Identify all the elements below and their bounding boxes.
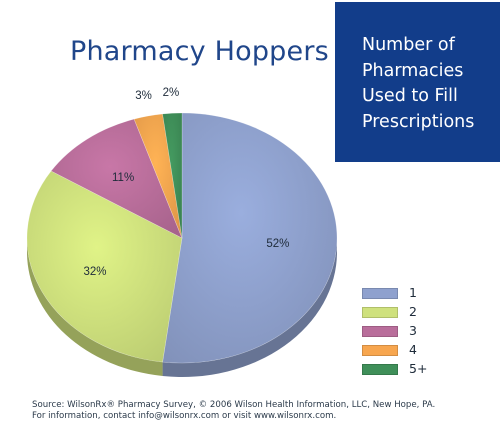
legend-swatch-3 xyxy=(362,326,398,337)
subtitle-line-4: Prescriptions xyxy=(362,111,475,132)
source-line-2: For information, contact info@wilsonrx.c… xyxy=(32,411,337,421)
value-label-2: 32% xyxy=(83,266,106,278)
pie-slice-1 xyxy=(162,112,338,364)
value-label-5+: 2% xyxy=(163,87,180,99)
value-label-3: 11% xyxy=(112,172,134,184)
pie-slices xyxy=(26,112,338,364)
legend-label-4: 4 xyxy=(409,342,417,357)
pie-side-2 xyxy=(27,238,163,377)
subtitle-line-3: Used to Fill xyxy=(362,86,458,106)
legend: 1 2 3 4 5+ xyxy=(362,285,452,380)
pie-slice-2 xyxy=(26,170,183,363)
legend-label-2: 2 xyxy=(409,304,417,319)
legend-label-1: 1 xyxy=(409,285,417,300)
pie-slice-3 xyxy=(50,118,183,239)
legend-item-1: 1 xyxy=(362,285,452,304)
chart-title: Pharmacy Hoppers xyxy=(70,36,329,67)
legend-item-4: 4 xyxy=(362,342,452,361)
legend-swatch-2 xyxy=(362,307,398,318)
legend-swatch-5 xyxy=(362,364,398,375)
legend-item-3: 3 xyxy=(362,323,452,342)
pie-value-labels: 52% 32% 11% 3% 2% xyxy=(83,87,289,278)
legend-label-3: 3 xyxy=(409,323,417,338)
subtitle-line-2: Pharmacies xyxy=(362,60,464,81)
pie-slice-4 xyxy=(133,113,183,239)
source-line-1: Source: WilsonRx® Pharmacy Survey, © 200… xyxy=(32,400,436,410)
value-label-4: 3% xyxy=(135,90,152,102)
subtitle-box: Number of Pharmacies Used to Fill Prescr… xyxy=(335,2,500,162)
pie-slice-5+ xyxy=(162,112,183,239)
pie-side-1 xyxy=(162,238,337,377)
subtitle-line-1: Number of xyxy=(362,35,455,55)
legend-swatch-1 xyxy=(362,288,398,299)
legend-item-2: 2 xyxy=(362,304,452,323)
legend-label-5: 5+ xyxy=(409,361,428,376)
source-note: Source: WilsonRx® Pharmacy Survey, © 200… xyxy=(32,400,435,422)
legend-item-5: 5+ xyxy=(362,361,452,380)
pie-side-walls xyxy=(27,238,337,377)
value-label-1: 52% xyxy=(266,238,289,250)
legend-swatch-4 xyxy=(362,345,398,356)
